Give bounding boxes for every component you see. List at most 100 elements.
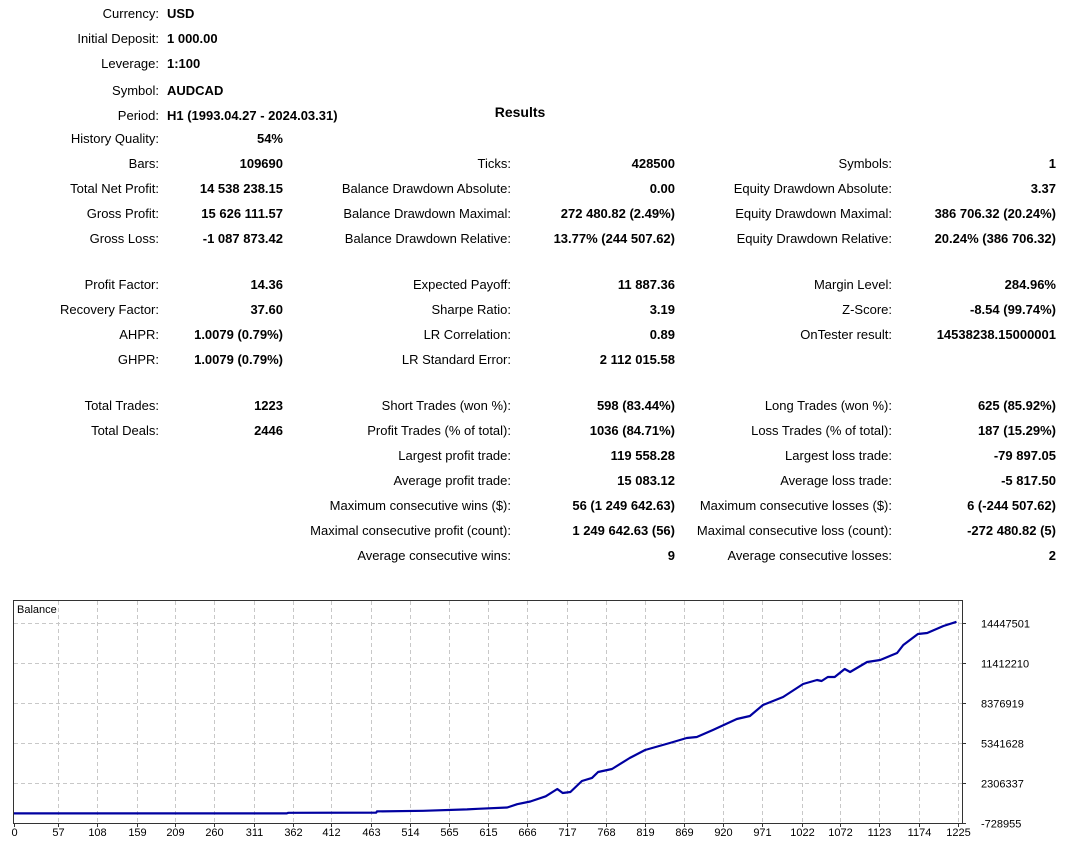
x-tick-label: 0 bbox=[11, 827, 17, 839]
stat-value: 54% bbox=[256, 131, 283, 146]
stat-value: -5 817.50 bbox=[1001, 473, 1056, 488]
stat-value: 20.24% (386 706.32) bbox=[934, 231, 1056, 246]
stat-value: -8.54 (99.74%) bbox=[970, 302, 1056, 317]
stat-label: Symbols: bbox=[838, 156, 892, 171]
stat-value: 428500 bbox=[631, 156, 675, 171]
stat-label: Bars: bbox=[128, 156, 159, 171]
stat-label: Recovery Factor: bbox=[60, 302, 159, 317]
stat-label: Average profit trade: bbox=[393, 473, 511, 488]
plot-border bbox=[13, 600, 963, 824]
x-tick-label: 463 bbox=[362, 827, 380, 839]
symbol-value: AUDCAD bbox=[167, 83, 224, 98]
stat-label: Sharpe Ratio: bbox=[431, 302, 512, 317]
y-tick-label: 11412210 bbox=[981, 659, 1029, 671]
x-tick-label: 565 bbox=[440, 827, 458, 839]
stat-value: 6 (-244 507.62) bbox=[967, 498, 1056, 513]
stat-value: 2446 bbox=[254, 423, 283, 438]
x-tick-label: 666 bbox=[518, 827, 536, 839]
x-tick-label: 209 bbox=[166, 827, 184, 839]
stat-value: -79 897.05 bbox=[993, 448, 1056, 463]
y-tick-label: 14447501 bbox=[981, 619, 1030, 631]
stat-value: 3.37 bbox=[1030, 181, 1056, 196]
stat-label: Average consecutive losses: bbox=[727, 548, 892, 563]
stat-value: 1 bbox=[1048, 156, 1056, 171]
x-tick-label: 869 bbox=[675, 827, 693, 839]
stat-label: Long Trades (won %): bbox=[764, 398, 892, 413]
x-tick-label: 1225 bbox=[946, 827, 970, 839]
initial-deposit-label: Initial Deposit: bbox=[77, 31, 159, 46]
x-tick-label: 615 bbox=[479, 827, 497, 839]
stat-value: 0.00 bbox=[649, 181, 675, 196]
stat-value: 14.36 bbox=[250, 277, 283, 292]
x-tick-label: 717 bbox=[558, 827, 576, 839]
stat-value: -1 087 873.42 bbox=[202, 231, 283, 246]
x-tick-label: 514 bbox=[401, 827, 419, 839]
period-value: H1 (1993.04.27 - 2024.03.31) bbox=[167, 108, 338, 123]
leverage-value: 1:100 bbox=[167, 56, 201, 71]
stat-value: 11 887.36 bbox=[617, 277, 675, 292]
x-tick-label: 768 bbox=[597, 827, 615, 839]
stat-label: Gross Profit: bbox=[86, 206, 159, 221]
x-tick-label: 1123 bbox=[868, 827, 892, 839]
x-tick-label: 159 bbox=[128, 827, 146, 839]
stat-label: Average consecutive wins: bbox=[357, 548, 511, 563]
x-tick-label: 1072 bbox=[828, 827, 852, 839]
stat-label: Maximal consecutive profit (count): bbox=[310, 523, 511, 538]
stat-value: 187 (15.29%) bbox=[977, 423, 1056, 438]
stat-label: OnTester result: bbox=[800, 327, 892, 342]
stat-value: 386 706.32 (20.24%) bbox=[934, 206, 1056, 221]
stat-label: Maximum consecutive wins ($): bbox=[329, 498, 511, 513]
stat-value: 1036 (84.71%) bbox=[589, 423, 675, 438]
results-heading: Results bbox=[494, 104, 546, 120]
stat-label: Maximal consecutive loss (count): bbox=[696, 523, 892, 538]
y-tick-label: 5341628 bbox=[981, 739, 1024, 751]
balance-chart: 0 57 108 159 209 260 311 362 412 463 514 565 615 666 7… bbox=[11, 600, 1030, 839]
x-tick-label: 1174 bbox=[908, 827, 932, 839]
stat-value: 272 480.82 (2.49%) bbox=[560, 206, 675, 221]
x-tick-label: 819 bbox=[636, 827, 654, 839]
stat-label: Gross Loss: bbox=[89, 231, 159, 246]
x-tick-label: 108 bbox=[88, 827, 106, 839]
stat-label: Equity Drawdown Relative: bbox=[736, 231, 892, 246]
x-tick-label: 362 bbox=[284, 827, 302, 839]
x-tick-label: 260 bbox=[205, 827, 223, 839]
stat-label: Loss Trades (% of total): bbox=[751, 423, 892, 438]
y-tick-label: -728955 bbox=[981, 819, 1021, 831]
x-tick-label: 920 bbox=[714, 827, 732, 839]
stat-label: Balance Drawdown Relative: bbox=[344, 231, 511, 246]
stat-label: Largest loss trade: bbox=[785, 448, 892, 463]
stat-label: Short Trades (won %): bbox=[381, 398, 511, 413]
stat-value: 119 558.28 bbox=[610, 448, 675, 463]
stat-label: Total Net Profit: bbox=[70, 181, 159, 196]
stat-value: -272 480.82 (5) bbox=[967, 523, 1056, 538]
x-tick-label: 971 bbox=[753, 827, 771, 839]
x-tick-label: 412 bbox=[322, 827, 340, 839]
y-tick-label: 2306337 bbox=[981, 779, 1024, 791]
stat-value: 1223 bbox=[254, 398, 283, 413]
stat-value: 1 249 642.63 (56) bbox=[572, 523, 675, 538]
stat-value: 37.60 bbox=[250, 302, 283, 317]
leverage-label: Leverage: bbox=[101, 56, 159, 71]
stat-value: 3.19 bbox=[649, 302, 675, 317]
chart-grid bbox=[14, 601, 966, 827]
stat-label: Maximum consecutive losses ($): bbox=[699, 498, 892, 513]
stat-value: 9 bbox=[667, 548, 675, 563]
balance-line bbox=[14, 620, 957, 815]
stat-label: Margin Level: bbox=[813, 277, 892, 292]
stat-value: 625 (85.92%) bbox=[977, 398, 1056, 413]
stat-label: Equity Drawdown Maximal: bbox=[735, 206, 892, 221]
stat-label: Balance Drawdown Absolute: bbox=[341, 181, 511, 196]
stat-label: Total Deals: bbox=[91, 423, 159, 438]
currency-value: USD bbox=[167, 6, 195, 21]
stat-value: 14 538 238.15 bbox=[199, 181, 283, 196]
stat-value: 56 (1 249 642.63) bbox=[572, 498, 675, 513]
period-label: Period: bbox=[117, 108, 159, 123]
stat-label: AHPR: bbox=[119, 327, 159, 342]
stat-value: 14538238.15000001 bbox=[936, 327, 1056, 342]
symbol-label: Symbol: bbox=[112, 83, 159, 98]
x-tick-label: 57 bbox=[52, 827, 64, 839]
chart-title: Balance bbox=[17, 604, 57, 616]
stat-value: 598 (83.44%) bbox=[596, 398, 675, 413]
stat-label: Expected Payoff: bbox=[412, 277, 511, 292]
y-tick-label: 8376919 bbox=[981, 699, 1024, 711]
